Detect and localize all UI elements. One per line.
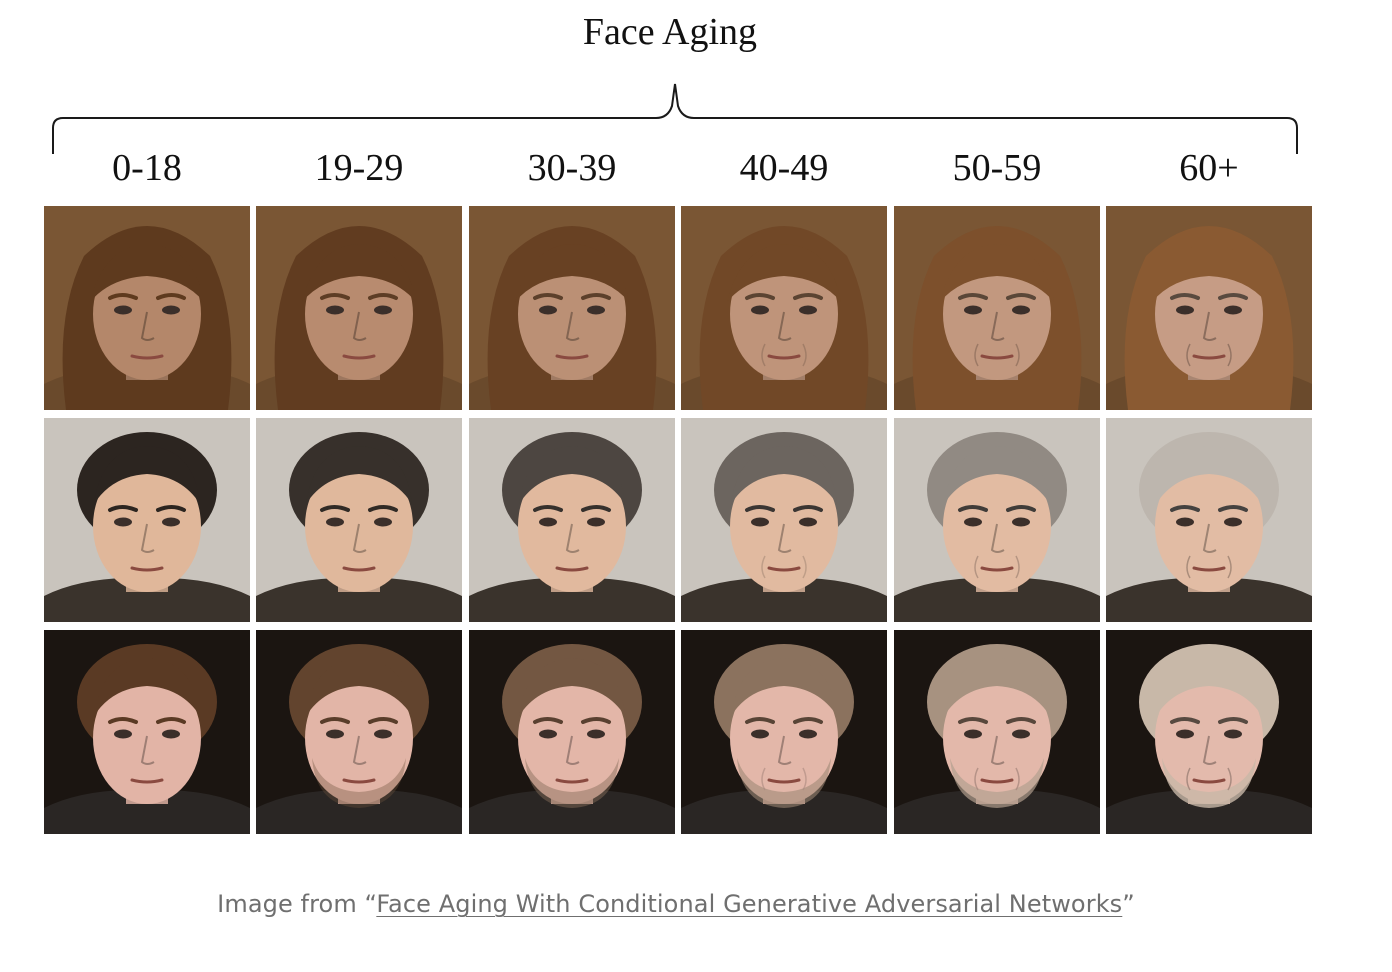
face-image [1106,630,1312,834]
age-label: 30-39 [527,147,617,189]
face-image [44,418,250,622]
age-label: 0-18 [112,147,182,189]
age-label: 50-59 [952,147,1042,189]
face-image [894,418,1100,622]
face-image [44,630,250,834]
paper-link[interactable]: Face Aging With Conditional Generative A… [376,890,1123,918]
face-image [256,206,462,410]
face-image [469,630,675,834]
age-label: 60+ [1179,147,1239,189]
figure-title: Face Aging [582,11,758,53]
caption-suffix: ” [1122,890,1135,918]
image-caption: Image from “Face Aging With Conditional … [0,890,1352,918]
face-image [469,206,675,410]
face-image [681,630,887,834]
caption-prefix: Image from “ [217,890,377,918]
face-image [256,418,462,622]
face-image [681,206,887,410]
face-image [1106,206,1312,410]
age-range-brace [52,83,1298,154]
age-label: 40-49 [739,147,829,189]
face-image [681,418,887,622]
face-image [469,418,675,622]
face-image [256,630,462,834]
face-image [1106,418,1312,622]
face-image [894,630,1100,834]
age-label: 19-29 [314,147,404,189]
face-image [44,206,250,410]
face-image [894,206,1100,410]
